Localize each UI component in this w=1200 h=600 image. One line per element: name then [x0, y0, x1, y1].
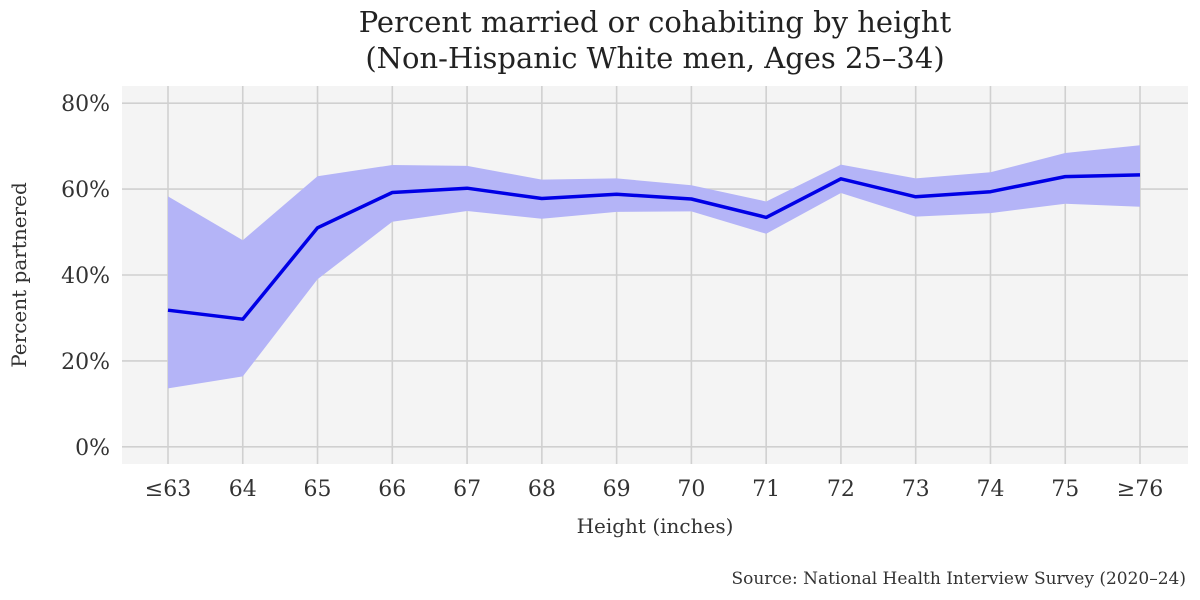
x-tick-label: 74 [976, 477, 1004, 502]
x-tick-label: 67 [453, 477, 481, 502]
x-tick-label: 71 [752, 477, 780, 502]
x-tick-label: 66 [378, 477, 406, 502]
chart-subtitle: (Non-Hispanic White men, Ages 25–34) [365, 41, 944, 75]
y-tick-label: 20% [61, 350, 110, 375]
chart-title: Percent married or cohabiting by height [359, 5, 952, 39]
series-line [167, 173, 1141, 321]
x-tick-label: 65 [304, 477, 332, 502]
x-tick-label: 64 [229, 477, 257, 502]
x-tick-label: 68 [528, 477, 556, 502]
x-tick-label: 75 [1051, 477, 1079, 502]
y-tick-label: 60% [61, 178, 110, 203]
confidence-band [168, 145, 1140, 389]
x-gridlines [167, 86, 1141, 464]
x-tick-label: 73 [902, 477, 930, 502]
y-tick-label: 80% [61, 92, 110, 117]
x-tick-labels: ≤63 64 65 66 67 68 69 70 71 72 73 74 75 ≥76 [145, 477, 1163, 502]
y-tick-label: 0% [75, 436, 110, 461]
x-tick-label: 70 [677, 477, 705, 502]
y-tick-label: 40% [61, 264, 110, 289]
x-tick-label: 69 [603, 477, 631, 502]
y-axis-label: Percent partnered [7, 182, 31, 368]
x-tick-label: ≤63 [145, 477, 191, 502]
y-tick-labels: 0% 20% 40% 60% 80% [61, 92, 110, 461]
source-note: Source: National Health Interview Survey… [731, 569, 1186, 589]
x-tick-label: 72 [827, 477, 855, 502]
x-tick-label: ≥76 [1117, 477, 1163, 502]
x-axis-label: Height (inches) [577, 514, 734, 538]
